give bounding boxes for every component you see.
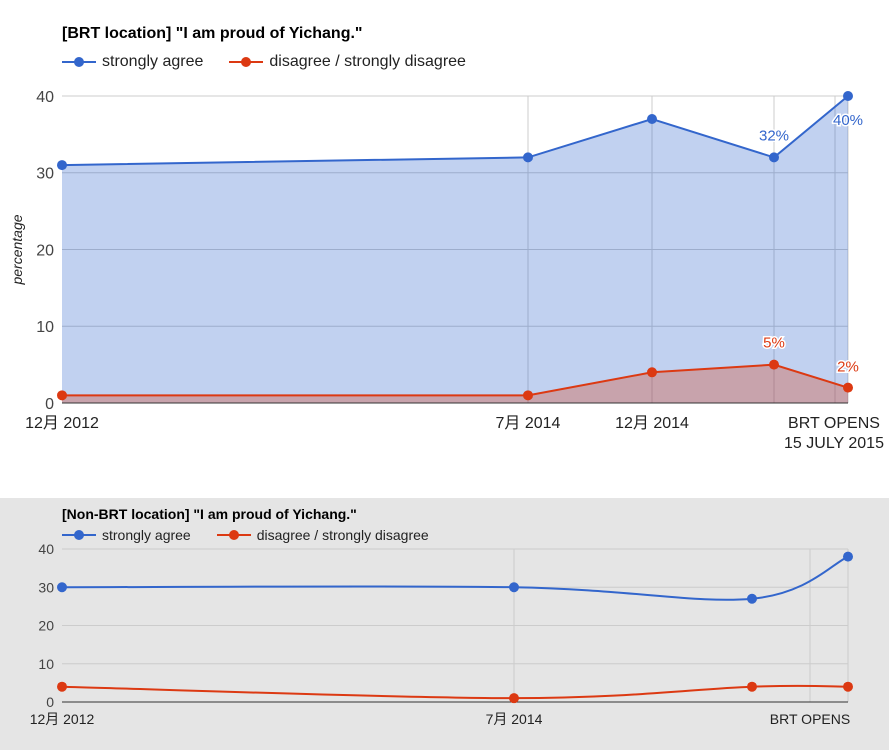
legend-label: strongly agree	[102, 527, 191, 543]
y-axis-title: percentage	[9, 214, 25, 285]
data-point	[57, 681, 67, 692]
y-tick-label: 30	[38, 579, 54, 595]
data-label: 32%	[759, 127, 789, 144]
legend-label: strongly agree	[102, 53, 204, 70]
data-point	[843, 551, 853, 562]
y-tick-label: 0	[46, 694, 54, 710]
chart-title: [BRT location] "I am proud of Yichang."	[62, 25, 363, 42]
legend-swatch-icon	[216, 530, 251, 540]
x-tick-label: 15 JULY 2015	[784, 435, 884, 452]
legend-item-disagree[interactable]: disagree / strongly disagree	[229, 53, 466, 71]
data-point	[523, 152, 533, 163]
data-point	[647, 114, 657, 125]
x-tick-label: 12月 2012	[30, 711, 95, 727]
y-tick-label: 0	[45, 396, 54, 413]
series-line	[61, 555, 849, 601]
y-tick-label: 10	[38, 656, 54, 672]
legend-item-disagree[interactable]: disagree / strongly disagree	[216, 527, 429, 543]
legend-item-strongly-agree[interactable]: strongly agree	[62, 527, 191, 543]
data-point	[747, 593, 757, 604]
data-point	[747, 681, 757, 692]
chart-legend: strongly agree disagree / strongly disag…	[62, 527, 455, 543]
y-tick-label: 30	[36, 166, 54, 183]
y-tick-label: 40	[38, 541, 54, 557]
data-point	[769, 359, 779, 370]
data-label: 40%	[833, 112, 863, 129]
y-tick-label: 40	[36, 89, 54, 106]
y-tick-label: 20	[38, 618, 54, 634]
data-label: 5%	[763, 335, 785, 352]
chart-legend: strongly agree disagree / strongly disag…	[62, 53, 492, 71]
data-point	[57, 390, 67, 401]
x-tick-label: BRT OPENS	[770, 711, 850, 727]
series-area	[62, 96, 848, 403]
x-tick-label: BRT OPENS	[788, 415, 880, 432]
y-tick-label: 20	[36, 242, 54, 259]
legend-label: disagree / strongly disagree	[256, 527, 429, 543]
y-tick-label: 10	[36, 319, 54, 336]
x-tick-label: 7月 2014	[486, 711, 543, 727]
data-point	[57, 160, 67, 171]
x-tick-label: 12月 2012	[25, 415, 99, 432]
chart-plot-area: 0 10 20 30 40 12月 2012 7月 2014 BRT OPENS	[30, 541, 853, 727]
chart-plot-area: 0 10 20 30 40 12月 2012 7月 2014 12月 2014 BRT OPEN…	[9, 89, 884, 452]
data-point	[523, 390, 533, 401]
data-point	[843, 91, 853, 101]
x-tick-label: 7月 2014	[496, 415, 561, 432]
data-point	[509, 582, 519, 593]
legend-swatch-icon	[62, 530, 96, 540]
data-point	[509, 693, 519, 704]
data-point	[843, 382, 853, 393]
data-point	[57, 582, 67, 593]
legend-swatch-icon	[62, 57, 96, 67]
series-line	[61, 684, 849, 700]
chart-panel-brt: [BRT location] "I am proud of Yichang." …	[9, 25, 885, 452]
data-label: 2%	[837, 359, 859, 376]
legend-label: disagree / strongly disagree	[269, 53, 466, 70]
data-point	[647, 367, 657, 378]
legend-item-strongly-agree[interactable]: strongly agree	[62, 53, 203, 71]
chart-title: [Non-BRT location] "I am proud of Yichan…	[62, 506, 357, 522]
chart-panel-non-brt: [Non-BRT location] "I am proud of Yichan…	[0, 498, 889, 750]
x-tick-label: 12月 2014	[615, 415, 689, 432]
data-point	[843, 681, 853, 692]
legend-swatch-icon	[229, 57, 264, 67]
data-point	[769, 152, 779, 163]
